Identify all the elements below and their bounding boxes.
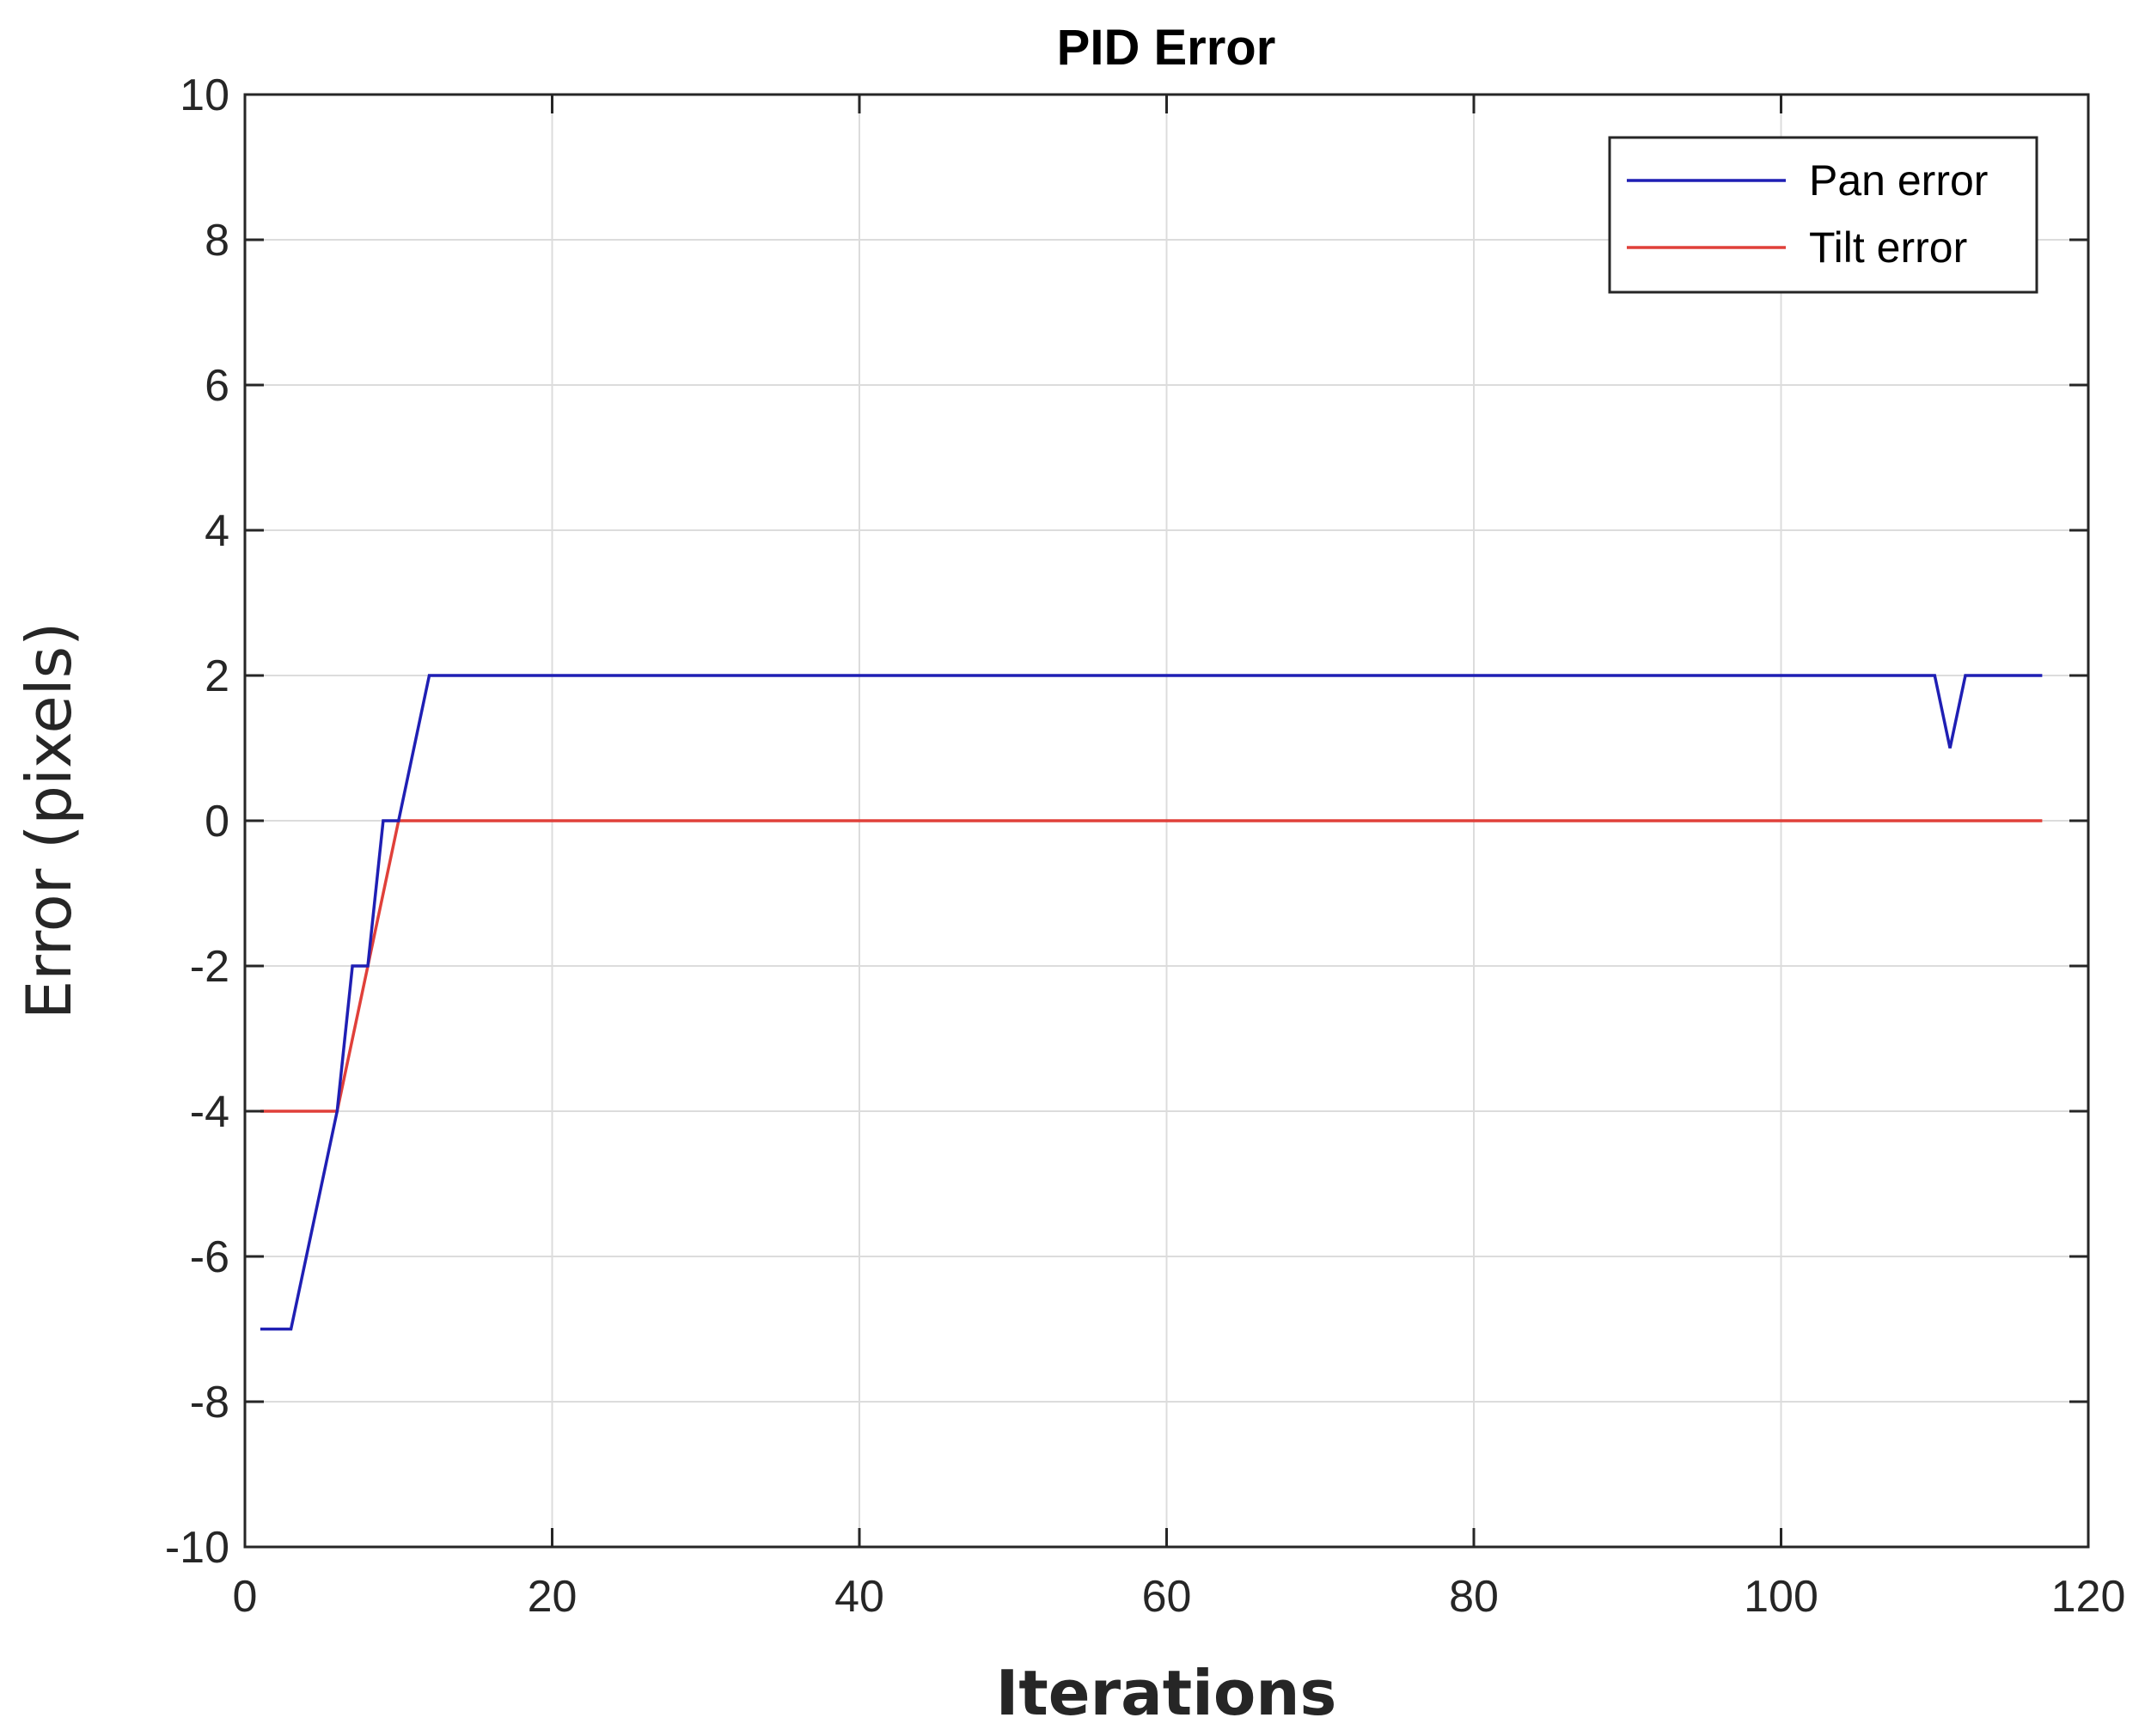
legend-label-tilt-error: Tilt error bbox=[1809, 223, 1967, 272]
ticks: 0 20 40 60 80 100 120 -10 -8 -6 -4 -2 0 2 4 6 8 10 bbox=[165, 70, 2126, 1622]
legend: Pan error Tilt error bbox=[1608, 136, 2038, 294]
y-tick-label: 4 bbox=[205, 506, 229, 556]
y-tick-label: 0 bbox=[205, 797, 229, 847]
y-tick-label: -8 bbox=[190, 1378, 229, 1427]
legend-box bbox=[1608, 136, 2038, 294]
x-tick-label: 0 bbox=[233, 1572, 258, 1622]
y-tick-label: -2 bbox=[190, 942, 229, 992]
x-tick-label: 120 bbox=[2051, 1572, 2126, 1622]
y-axis-label: Error (pixels) bbox=[13, 622, 85, 1019]
x-tick-label: 60 bbox=[1142, 1572, 1192, 1622]
y-tick-label: 2 bbox=[205, 651, 229, 701]
y-tick-label: 6 bbox=[205, 361, 229, 411]
x-axis-label: Iterations bbox=[996, 1657, 1337, 1729]
series-layer bbox=[260, 674, 2043, 1331]
x-tick-label: 40 bbox=[834, 1572, 884, 1622]
chart-title: PID Error bbox=[1057, 20, 1276, 76]
y-tick-label: -10 bbox=[165, 1523, 229, 1573]
y-tick-label: 8 bbox=[205, 216, 229, 266]
legend-label-pan-error: Pan error bbox=[1809, 156, 1988, 205]
pan-error-line bbox=[260, 674, 2043, 1331]
y-tick-label: -6 bbox=[190, 1232, 229, 1282]
x-tick-label: 80 bbox=[1449, 1572, 1499, 1622]
x-tick-label: 20 bbox=[528, 1572, 578, 1622]
y-tick-label: 10 bbox=[180, 70, 229, 120]
y-tick-label: -4 bbox=[190, 1087, 229, 1137]
x-tick-label: 100 bbox=[1744, 1572, 1818, 1622]
